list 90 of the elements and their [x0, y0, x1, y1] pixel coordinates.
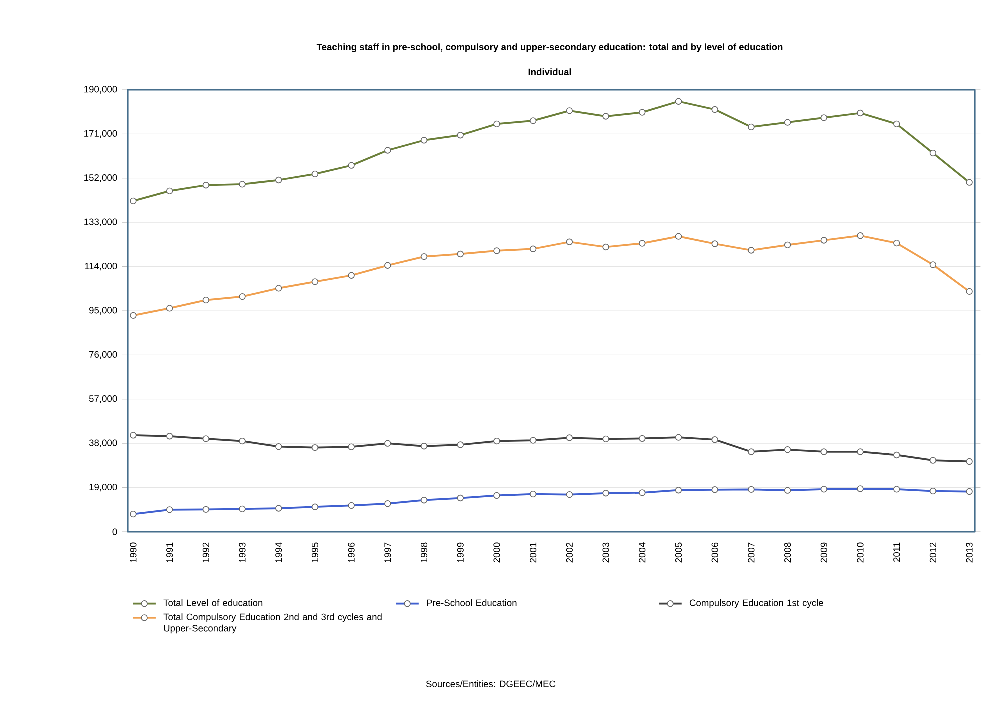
point	[966, 458, 973, 466]
point	[675, 434, 682, 441]
point	[748, 124, 755, 131]
point	[712, 436, 718, 444]
point	[639, 435, 646, 442]
x-tick-label: 2008	[784, 542, 792, 563]
point	[202, 436, 210, 442]
y-tick-label: 95,000	[89, 307, 118, 315]
point	[639, 109, 646, 116]
point	[602, 113, 610, 120]
point	[348, 444, 355, 450]
point	[820, 114, 828, 122]
source-note: Sources/Entities: DGEEC/MEC	[426, 680, 556, 688]
point	[384, 440, 392, 447]
x-tick-label: 1990	[130, 542, 137, 562]
legend-label: Total Level of education	[164, 599, 263, 606]
point	[712, 106, 718, 114]
point	[894, 452, 900, 459]
x-tick-label: 1991	[166, 542, 174, 562]
x-tick-label: 1992	[202, 542, 210, 562]
legend-label: Compulsory Education 1st cycle	[690, 599, 824, 608]
y-tick-label: 76,000	[90, 351, 118, 360]
point	[966, 179, 973, 186]
y-tick-label: 133,000	[84, 218, 118, 226]
x-tick-label: 2004	[639, 542, 646, 563]
point	[239, 181, 246, 188]
x-tick-label: 2005	[675, 542, 682, 563]
point	[675, 98, 682, 105]
y-tick-label: 38,000	[89, 440, 118, 448]
point	[457, 442, 464, 448]
y-tick-label: 152,000	[84, 174, 118, 182]
point	[857, 448, 864, 456]
point	[384, 147, 392, 154]
x-tick-label: 1996	[348, 542, 355, 562]
point	[494, 120, 500, 128]
chart-subtitle: Individual	[528, 68, 572, 76]
point	[276, 444, 282, 450]
point	[530, 437, 537, 444]
point	[457, 132, 464, 139]
point	[566, 434, 574, 442]
point	[348, 162, 355, 169]
point	[784, 119, 792, 126]
x-tick-label: 2003	[602, 542, 610, 563]
x-tick-label: 1995	[312, 542, 319, 562]
point	[130, 198, 137, 205]
chart-title: Teaching staff in pre-school, compulsory and upper-secondary education: total and by level of education	[316, 44, 783, 52]
x-tick-label: 2013	[966, 542, 973, 563]
x-tick-label: 1994	[276, 542, 282, 562]
point	[602, 436, 610, 443]
x-tick-label: 1998	[420, 542, 428, 562]
point	[748, 448, 755, 456]
point	[276, 176, 282, 184]
x-tick-label: 2000	[494, 542, 500, 563]
point	[202, 182, 210, 189]
point	[494, 438, 500, 445]
x-tick-label: 2006	[712, 542, 718, 563]
y-tick-label: 19,000	[90, 484, 118, 492]
y-tick-label: 114,000	[85, 262, 118, 271]
x-tick-label: 2007	[748, 542, 755, 563]
y-tick-label: 0	[112, 528, 118, 536]
point	[166, 188, 174, 195]
y-tick-label: 190,000	[84, 86, 118, 94]
point	[930, 457, 937, 464]
x-tick-label: 1999	[457, 542, 464, 562]
point	[566, 108, 574, 114]
x-tick-label: 2010	[857, 542, 864, 563]
x-tick-label: 1997	[384, 542, 392, 562]
legend-label: Pre-School Education	[427, 599, 517, 606]
x-tick-label: 1993	[239, 542, 246, 562]
point	[930, 150, 937, 157]
x-tick-label: 2002	[566, 542, 573, 563]
point	[857, 110, 864, 117]
point	[312, 444, 319, 452]
y-tick-label: 171,000	[84, 130, 118, 138]
y-tick-label: 57,000	[89, 396, 118, 404]
x-tick-label: 2012	[930, 542, 936, 563]
x-tick-label: 2001	[530, 542, 537, 563]
x-tick-label: 2011	[894, 542, 900, 562]
point	[312, 170, 319, 178]
point	[784, 446, 792, 454]
point	[239, 438, 246, 445]
point	[166, 433, 174, 440]
point	[894, 120, 900, 128]
point	[420, 443, 428, 450]
legend-label: Total Compulsory Education 2nd and 3rd cycles and Upper-Secondary	[164, 614, 382, 634]
point	[820, 448, 828, 456]
point	[130, 432, 137, 439]
point	[420, 137, 428, 144]
x-tick-label: 2009	[820, 542, 828, 563]
point	[530, 118, 537, 124]
